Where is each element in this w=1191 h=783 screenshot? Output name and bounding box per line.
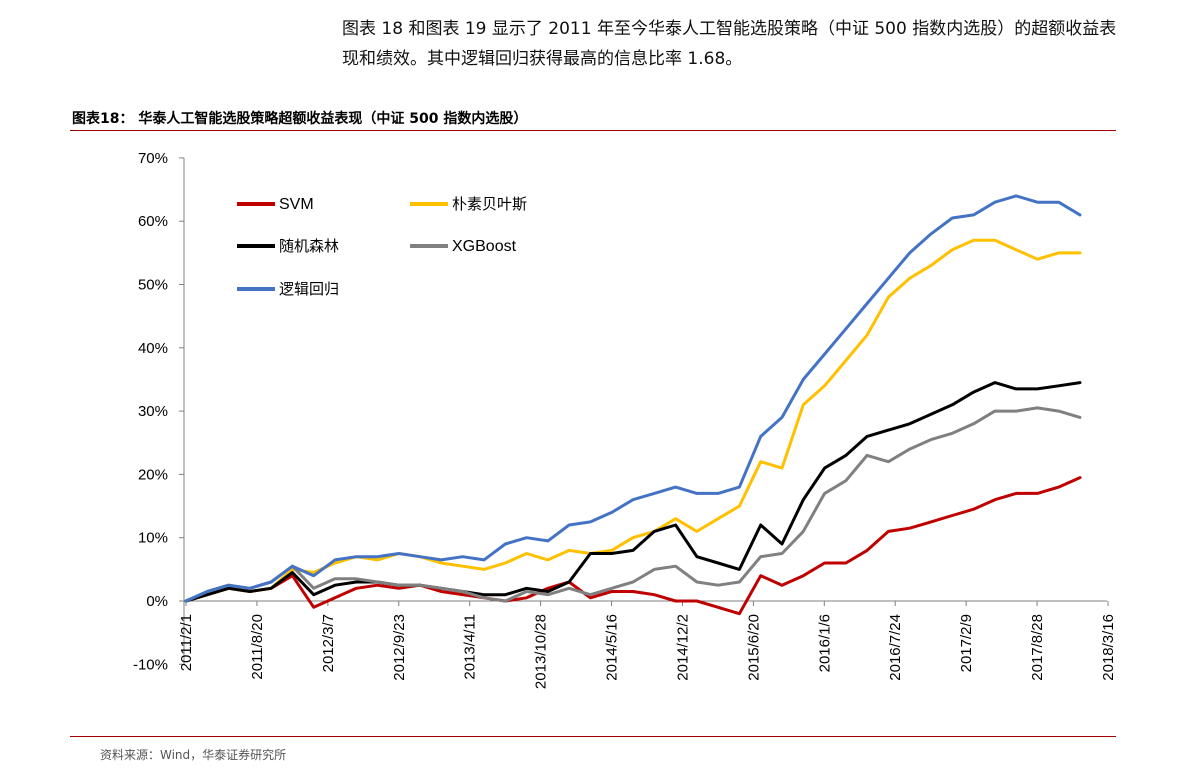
x-tick-label: 2012/9/23 bbox=[391, 614, 408, 681]
source-divider bbox=[70, 736, 1116, 737]
x-tick-label: 2013/4/11 bbox=[462, 614, 479, 680]
series-line-0 bbox=[184, 476, 1082, 616]
x-tick-label: 2011/2/1 bbox=[178, 614, 195, 671]
x-tick-label: 2017/2/9 bbox=[958, 614, 975, 672]
y-tick-label: 70% bbox=[138, 150, 168, 167]
legend-label-3: XGBoost bbox=[452, 238, 517, 255]
y-tick-label: 40% bbox=[138, 340, 168, 357]
series-line-1 bbox=[184, 238, 1082, 603]
x-tick-label: 2018/3/16 bbox=[1100, 614, 1117, 681]
legend-label-1: 朴素贝叶斯 bbox=[452, 195, 527, 213]
series-line-2 bbox=[184, 381, 1082, 603]
y-tick-label: 0% bbox=[146, 593, 168, 610]
y-tick-label: 50% bbox=[138, 277, 168, 294]
y-axis: 70% 60% 50% 40% 30% 20% 10% 0% -10% bbox=[133, 150, 185, 673]
legend-label-4: 逻辑回归 bbox=[279, 280, 339, 298]
x-tick-label: 2011/8/20 bbox=[249, 614, 266, 680]
y-tick-label: 10% bbox=[138, 530, 168, 547]
title-divider bbox=[70, 130, 1116, 131]
x-tick-label: 2013/10/28 bbox=[533, 614, 550, 689]
x-tick-label: 2016/7/24 bbox=[887, 614, 904, 681]
intro-paragraph: 图表 18 和图表 19 显示了 2011 年至今华泰人工智能选股策略（中证 5… bbox=[342, 19, 1117, 69]
x-tick-label: 2017/8/28 bbox=[1029, 614, 1046, 681]
y-tick-label: 60% bbox=[138, 213, 168, 230]
series-line-3 bbox=[184, 406, 1082, 603]
x-tick-label: 2016/1/6 bbox=[816, 614, 833, 672]
x-tick-label: 2015/6/20 bbox=[745, 614, 762, 681]
series-line-4 bbox=[184, 194, 1082, 603]
legend-label-0: SVM bbox=[279, 196, 314, 213]
legend-label-2: 随机森林 bbox=[279, 237, 339, 255]
y-tick-label: 30% bbox=[138, 403, 168, 420]
x-tick-label: 2012/3/7 bbox=[320, 614, 337, 672]
source-note: 资料来源：Wind，华泰证券研究所 bbox=[100, 748, 287, 762]
x-tick-label: 2014/5/16 bbox=[604, 614, 621, 681]
y-tick-label: 20% bbox=[138, 466, 168, 483]
series-layer bbox=[184, 194, 1082, 616]
x-axis: 2011/2/1 2011/8/20 2012/3/7 2012/9/23 2013/4… bbox=[178, 600, 1117, 689]
y-tick-label: -10% bbox=[133, 656, 168, 673]
figure-title: 图表18： 华泰人工智能选股策略超额收益表现（中证 500 指数内选股） bbox=[72, 111, 528, 127]
x-tick-label: 2014/12/2 bbox=[674, 614, 691, 681]
